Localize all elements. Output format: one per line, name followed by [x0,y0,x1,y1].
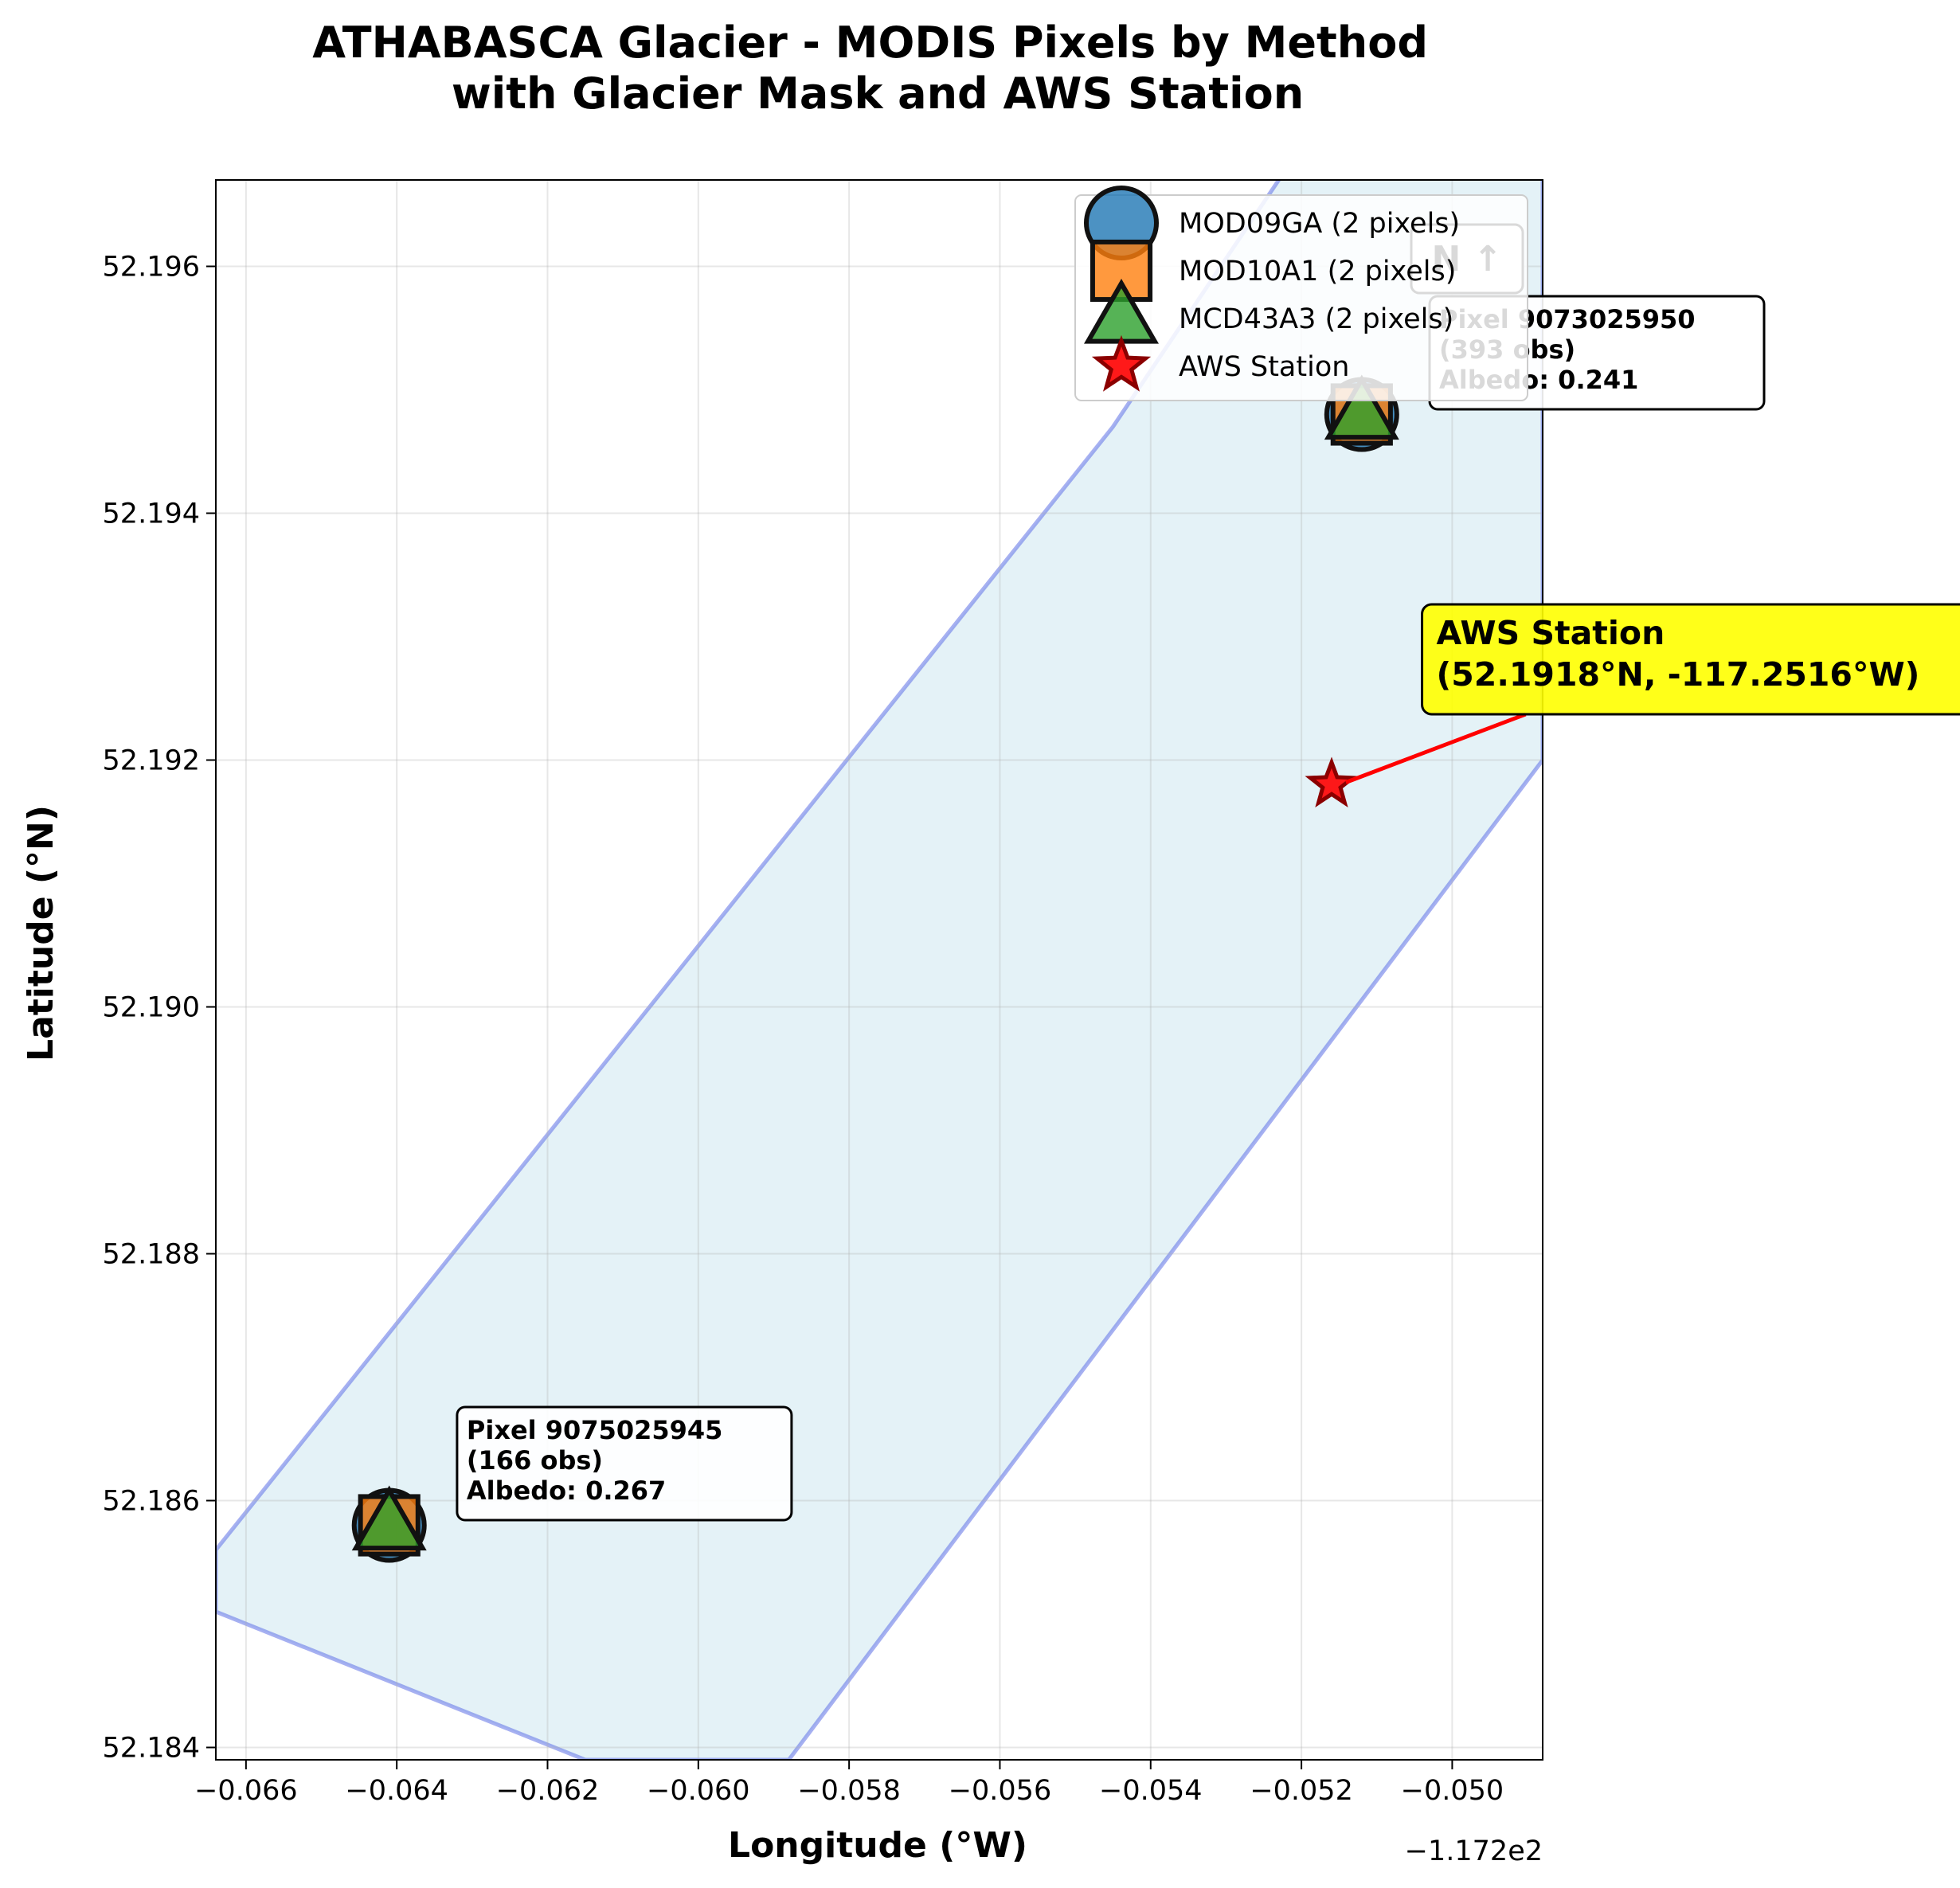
y-tick-label: 52.188 [103,1239,200,1271]
aws-label-box [1421,603,1960,716]
x-tick-label: −0.060 [647,1775,750,1807]
legend-box [1074,194,1528,401]
y-tick-label: 52.186 [103,1486,200,1518]
legend-label: AWS Station [1179,351,1349,383]
x-tick-label: −0.052 [1250,1775,1353,1807]
x-axis-label: Longitude (°W) [728,1825,1027,1866]
star-data-point [1305,756,1359,807]
pixel-annotation-text: (166 obs) [467,1445,603,1476]
triangle-data-point [351,1485,427,1551]
pixel-annotation-text: Albedo: 0.267 [467,1476,666,1506]
legend-label: MOD10A1 (2 pixels) [1179,256,1456,287]
y-tick-label: 52.194 [103,498,200,530]
x-tick-label: −0.066 [194,1775,298,1807]
x-tick-label: −0.056 [949,1775,1052,1807]
aws-label-text: (52.1918°N, -117.2516°W) [1437,655,1920,694]
chart-title-line-1: ATHABASCA Glacier - MODIS Pixels by Meth… [312,18,1428,68]
triangle-data-point [1324,374,1399,440]
chart-title: ATHABASCA Glacier - MODIS Pixels by Meth… [312,18,1443,119]
x-tick-label: −0.064 [345,1775,448,1807]
x-tick-label: −0.062 [496,1775,600,1807]
aws-arrow [1345,712,1527,784]
y-tick-label: 52.184 [103,1733,200,1765]
legend-star-icon [1091,334,1152,392]
y-tick-label: 52.196 [103,252,200,283]
y-tick-label: 52.190 [103,992,200,1024]
axis-ticks: −0.066 −0.064 −0.062 −0.060 −0.058 −0.056 −0.0… [103,252,1504,1808]
legend-label: MOD09GA (2 pixels) [1179,208,1460,240]
pixel-annotation-box [456,1405,793,1522]
y-tick-label: 52.192 [103,745,200,777]
x-tick-label: −0.050 [1401,1775,1504,1807]
chart-title-line-2: with Glacier Mask and AWS Station [452,68,1304,119]
x-axis-offset-label: −1.172e2 [1405,1835,1543,1867]
plot-frame [215,179,1543,1761]
pixel-annotation-text: Pixel 9075025945 [467,1415,723,1445]
y-axis-label: Latitude (°N) [21,805,61,1061]
legend-label: MCD43A3 (2 pixels) [1179,303,1453,335]
legend: MOD09GA (2 pixels) MOD10A1 (2 pixels) MCD4… [1074,186,1528,401]
x-tick-label: −0.054 [1099,1775,1203,1807]
aws-label-text: AWS Station [1437,614,1665,652]
x-tick-label: −0.058 [797,1775,901,1807]
